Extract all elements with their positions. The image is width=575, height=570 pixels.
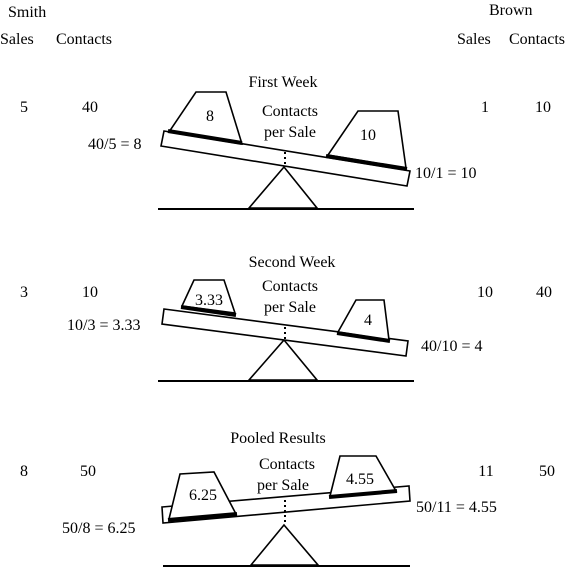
smith-contacts-value: 10 bbox=[82, 284, 98, 301]
brown-sales-header: Sales bbox=[457, 31, 491, 48]
left-formula: 50/8 = 6.25 bbox=[62, 520, 135, 537]
panel-pooled-results: 8 50 11 50 Pooled Results Contacts per S… bbox=[20, 430, 555, 567]
panel-second-week: 3 10 10 40 Second Week Contacts per Sale… bbox=[20, 254, 552, 382]
left-formula: 40/5 = 8 bbox=[88, 136, 141, 153]
brown-sales-value: 1 bbox=[481, 99, 489, 116]
brown-name: Brown bbox=[489, 2, 533, 19]
smith-sales-value: 3 bbox=[20, 284, 28, 301]
center-label-per-sale: per Sale bbox=[264, 124, 316, 141]
center-label-contacts: Contacts bbox=[262, 278, 318, 295]
left-pan bbox=[167, 512, 238, 522]
smith-contacts-value: 40 bbox=[82, 99, 98, 116]
right-weight-value: 4 bbox=[364, 312, 372, 329]
panel-first-week: 5 40 1 10 First Week Contacts per Sale 8… bbox=[20, 74, 551, 210]
center-label-contacts: Contacts bbox=[259, 456, 315, 473]
left-weight-value: 8 bbox=[206, 108, 214, 125]
smith-sales-value: 8 bbox=[20, 463, 28, 480]
center-label-per-sale: per Sale bbox=[264, 299, 316, 316]
fulcrum bbox=[247, 338, 319, 381]
smith-contacts-value: 50 bbox=[80, 463, 96, 480]
left-weight-value: 3.33 bbox=[195, 292, 223, 309]
brown-contacts-header: Contacts bbox=[509, 31, 565, 48]
right-weight-value: 4.55 bbox=[346, 471, 374, 488]
right-pan bbox=[336, 331, 391, 343]
right-pan bbox=[325, 154, 408, 171]
smith-sales-header: Sales bbox=[0, 31, 34, 48]
left-pan bbox=[180, 305, 237, 317]
right-pan bbox=[328, 489, 398, 499]
brown-sales-value: 11 bbox=[478, 463, 493, 480]
right-formula: 40/10 = 4 bbox=[421, 338, 482, 355]
panel-title: Second Week bbox=[249, 254, 336, 271]
smith-name: Smith bbox=[8, 4, 46, 21]
left-pan bbox=[167, 129, 243, 145]
brown-contacts-value: 50 bbox=[539, 463, 555, 480]
panel-title: First Week bbox=[248, 74, 317, 91]
fulcrum bbox=[247, 165, 319, 209]
left-formula: 10/3 = 3.33 bbox=[67, 317, 140, 334]
brown-contacts-value: 40 bbox=[536, 284, 552, 301]
brown-contacts-value: 10 bbox=[535, 99, 551, 116]
fulcrum bbox=[249, 523, 320, 566]
smith-sales-value: 5 bbox=[20, 99, 28, 116]
right-formula: 10/1 = 10 bbox=[415, 165, 476, 182]
smith-contacts-header: Contacts bbox=[56, 31, 112, 48]
center-label-contacts: Contacts bbox=[262, 103, 318, 120]
right-weight-value: 10 bbox=[360, 127, 376, 144]
center-label-per-sale: per Sale bbox=[257, 477, 309, 494]
brown-sales-value: 10 bbox=[477, 284, 493, 301]
panel-title: Pooled Results bbox=[230, 430, 326, 447]
right-formula: 50/11 = 4.55 bbox=[416, 499, 497, 516]
left-weight-value: 6.25 bbox=[189, 487, 217, 504]
